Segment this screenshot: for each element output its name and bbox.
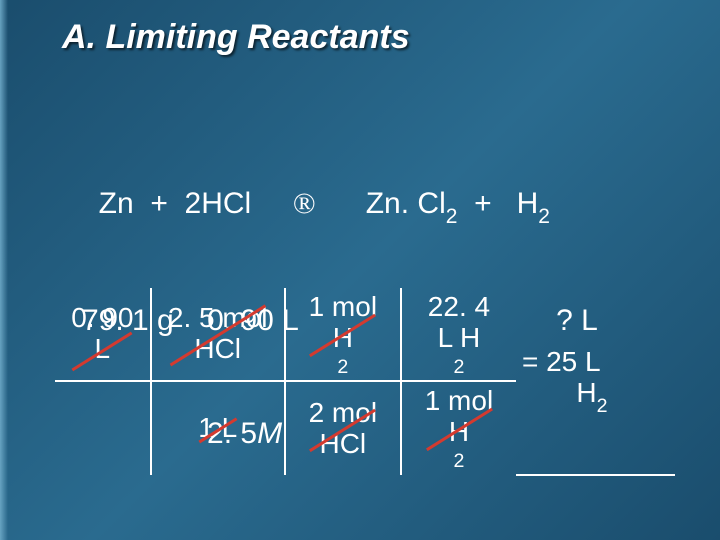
calc-table: 0. 90 L 2. 5 mol HCl 1 mol H2 22. 4 L H2 bbox=[55, 288, 675, 476]
cell-molarity: 2. 5 mol HCl bbox=[151, 288, 285, 381]
dimensional-analysis: 0. 90 L 2. 5 mol HCl 1 mol H2 22. 4 L H2 bbox=[55, 288, 675, 476]
unit-1L-cancelled: 1 L bbox=[198, 413, 237, 444]
cell-mole-ratio-num: 1 mol H2 bbox=[285, 288, 401, 381]
result-value: = 25 L bbox=[522, 347, 665, 378]
slide: { "title": "A. Limiting Reactants", "equ… bbox=[0, 0, 720, 540]
unit-h2: H2 bbox=[309, 323, 377, 375]
eq-reactants: Zn + 2HCl bbox=[82, 187, 251, 220]
cell-per-mol-h2: 1 mol H2 bbox=[401, 381, 516, 474]
lh2-sub: 2 bbox=[428, 357, 490, 379]
lh2-base: L H bbox=[428, 323, 490, 354]
h2-base: H bbox=[309, 323, 377, 354]
eq-prod2-sub: 2 bbox=[538, 205, 550, 228]
edge-highlight bbox=[0, 0, 8, 540]
cell-molar-volume: 22. 4 L H2 bbox=[401, 288, 516, 381]
cell-mole-ratio-den: 2 mol HCl bbox=[285, 381, 401, 474]
val-1mol: 1 mol bbox=[309, 292, 377, 323]
mol-hcl-den-cancelled: 2 mol HCl bbox=[309, 398, 377, 460]
result-h2-base: H bbox=[522, 377, 597, 408]
unit-L-cancelled: L bbox=[71, 334, 133, 365]
val-0p90: 0. 90 bbox=[71, 303, 133, 334]
h2-sub: 2 bbox=[309, 357, 377, 379]
val-2mol: 2 mol bbox=[309, 398, 377, 429]
unit-lh2: L H2 bbox=[428, 323, 490, 375]
unit-L: L bbox=[71, 334, 133, 365]
h2-den-sub: 2 bbox=[425, 451, 493, 473]
unit-hcl-den: HCl bbox=[309, 429, 377, 460]
eq-plus: + H bbox=[457, 187, 538, 220]
val-22p4: 22. 4 bbox=[428, 292, 490, 323]
mol-hcl-cancelled: 2. 5 mol HCl bbox=[168, 303, 268, 365]
slide-title: A. Limiting Reactants bbox=[62, 18, 410, 57]
unit-h2-den: H2 bbox=[425, 417, 493, 469]
eq-prod1: Zn. Cl2 bbox=[366, 187, 458, 220]
eq-prod1-sub: 2 bbox=[446, 205, 458, 228]
mol-h2-den-cancelled: 1 mol H2 bbox=[425, 386, 493, 469]
cell-result: = 25 L H2 bbox=[516, 288, 675, 475]
reaction-arrow-icon: ® bbox=[293, 187, 316, 220]
equation-line1: Zn + 2HCl ® Zn. Cl2 + H2 bbox=[82, 185, 598, 227]
cell-per-liter: 1 L bbox=[151, 381, 285, 474]
mol-h2-cancelled: 1 mol H2 bbox=[309, 292, 377, 375]
title-text: A. Limiting Reactants bbox=[62, 18, 410, 56]
eq-prod1-base: Zn. Cl bbox=[366, 187, 446, 220]
val-2p5mol: 2. 5 mol bbox=[168, 303, 268, 334]
val-1mol-den: 1 mol bbox=[425, 386, 493, 417]
result-unit: H2 bbox=[522, 378, 665, 414]
unit-hcl: HCl bbox=[168, 334, 268, 365]
cell-volume: 0. 90 L bbox=[55, 288, 151, 381]
calc-row-numerator: 0. 90 L 2. 5 mol HCl 1 mol H2 22. 4 L H2 bbox=[55, 288, 675, 381]
result-h2-sub: 2 bbox=[597, 395, 608, 417]
val-1L: 1 L bbox=[198, 412, 237, 443]
cell-empty bbox=[55, 381, 151, 474]
h2-den-base: H bbox=[425, 417, 493, 448]
